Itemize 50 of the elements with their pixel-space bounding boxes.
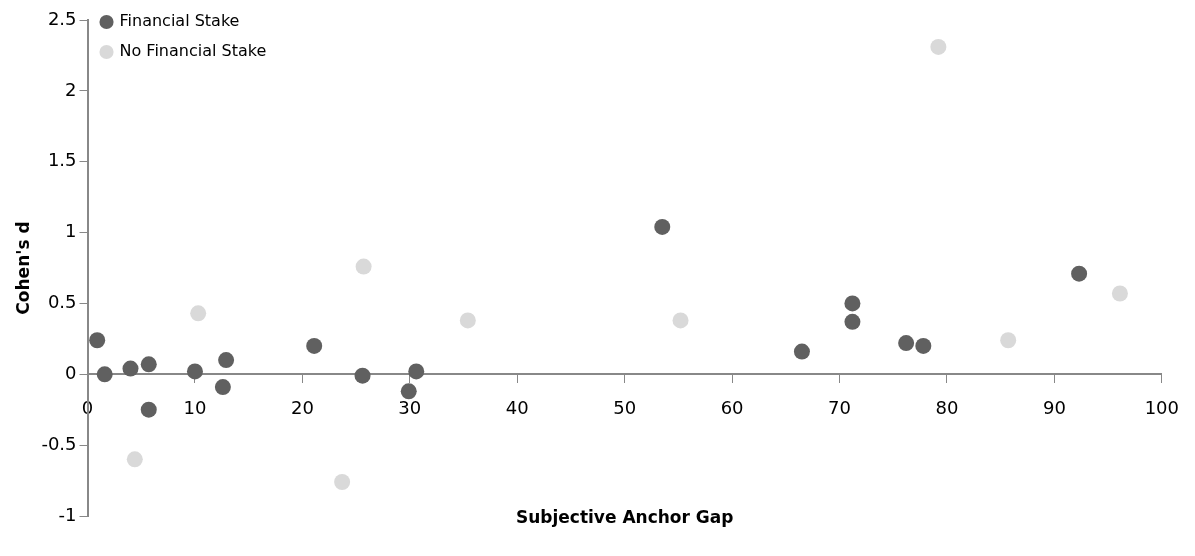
- point: [898, 335, 915, 352]
- point: [930, 38, 947, 55]
- x-tick-label: 60: [720, 396, 744, 418]
- point: [214, 379, 231, 396]
- point: [354, 367, 371, 384]
- point: [140, 356, 157, 373]
- point: [186, 363, 203, 380]
- x-tick-label: 50: [613, 396, 637, 418]
- x-tick-label: 10: [183, 396, 207, 418]
- point: [400, 383, 417, 400]
- x-tick-label: 30: [398, 396, 422, 418]
- point: [459, 312, 476, 329]
- point: [1071, 265, 1088, 282]
- x-tick-label: 90: [1042, 396, 1066, 418]
- y-tick-label: 1: [65, 220, 77, 242]
- x-tick-label: 20: [290, 396, 314, 418]
- point: [140, 401, 157, 418]
- point: [654, 218, 671, 235]
- y-tick-label: 2: [65, 78, 77, 100]
- y-tick-label: -0.5: [41, 432, 77, 454]
- point: [126, 451, 143, 468]
- point: [844, 295, 861, 312]
- x-axis-title: Subjective Anchor Gap: [515, 506, 734, 527]
- y-tick-label: 1.5: [47, 149, 77, 171]
- y-axis-title: Cohen's d: [12, 221, 33, 315]
- point: [218, 352, 235, 369]
- point: [915, 337, 932, 354]
- x-tick-label: 80: [935, 396, 959, 418]
- point: [793, 343, 810, 360]
- point: [190, 305, 207, 322]
- y-tick-label: 2.5: [47, 7, 77, 29]
- legend-label: No Financial Stake: [119, 41, 267, 61]
- x-tick-label: 40: [505, 396, 529, 418]
- y-tick-label: 0.5: [47, 291, 77, 313]
- point: [672, 312, 689, 329]
- point: [89, 332, 106, 349]
- y-tick-label: 0: [65, 361, 77, 383]
- point: [355, 258, 372, 275]
- point: [122, 360, 139, 377]
- point: [844, 313, 861, 330]
- y-tick-label: -1: [58, 503, 77, 525]
- legend-label: Financial Stake: [119, 11, 240, 31]
- point: [1111, 285, 1128, 302]
- point: [1000, 332, 1017, 349]
- point: [408, 363, 425, 380]
- x-tick-label: 100: [1144, 396, 1179, 418]
- x-tick-label: 70: [828, 396, 851, 418]
- point: [96, 366, 113, 383]
- point: [306, 337, 323, 354]
- point: [334, 473, 351, 490]
